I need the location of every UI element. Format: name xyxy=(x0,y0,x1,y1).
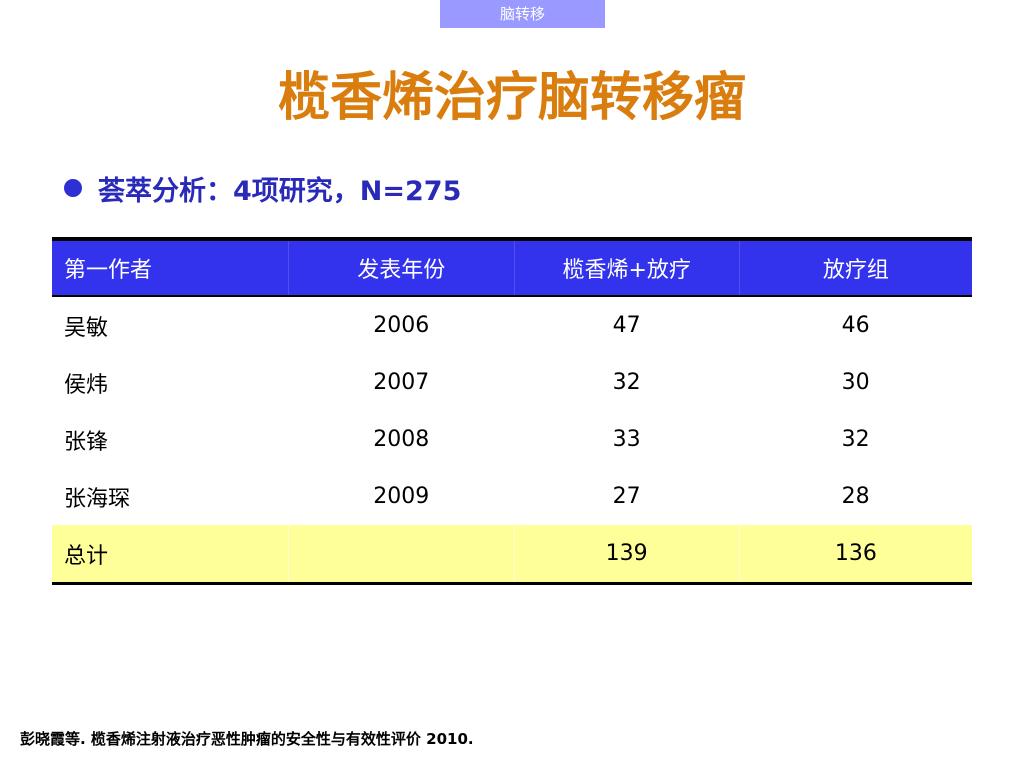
slide-title: 榄香烯治疗脑转移瘤 xyxy=(277,67,746,128)
bullet-dot-icon xyxy=(64,179,82,197)
study-table-container: 第一作者 发表年份 榄香烯+放疗 放疗组 吴敏 2006 47 46 侯炜 20… xyxy=(52,237,972,585)
cell-elemene-radiotherapy: 33 xyxy=(612,427,641,452)
cell-year: 2009 xyxy=(373,484,430,509)
header-year: 发表年份 xyxy=(287,239,514,296)
cell-radiotherapy: 30 xyxy=(841,370,870,395)
total-elemene-radiotherapy: 139 xyxy=(513,525,740,584)
cell-year: 2008 xyxy=(373,427,430,452)
cell-elemene-radiotherapy: 47 xyxy=(612,313,641,338)
cell-year: 2006 xyxy=(373,313,430,338)
study-table: 第一作者 发表年份 榄香烯+放疗 放疗组 吴敏 2006 47 46 侯炜 20… xyxy=(52,237,972,585)
section-tag: 脑转移 xyxy=(440,0,605,28)
bullet-text: 荟萃分析：4项研究，N=275 xyxy=(98,175,462,207)
header-author: 第一作者 xyxy=(64,258,153,283)
table-row: 吴敏 2006 47 46 xyxy=(52,296,972,354)
total-radiotherapy: 136 xyxy=(738,525,972,584)
table-total-row: 总计 139 136 xyxy=(52,525,972,584)
cell-radiotherapy: 46 xyxy=(841,313,870,338)
cell-year: 2007 xyxy=(373,370,430,395)
cell-author: 吴敏 xyxy=(64,315,109,341)
cell-radiotherapy: 32 xyxy=(841,427,870,452)
header-elemene-radiotherapy: 榄香烯+放疗 xyxy=(513,239,740,296)
cell-author: 张锋 xyxy=(64,429,109,455)
cell-author: 张海琛 xyxy=(64,486,131,512)
reference-footnote: 彭晓霞等. 榄香烯注射液治疗恶性肿瘤的安全性与有效性评价 2010. xyxy=(20,730,474,748)
table-header-row: 第一作者 发表年份 榄香烯+放疗 放疗组 xyxy=(52,239,972,296)
cell-radiotherapy: 28 xyxy=(841,484,870,509)
bullet-point: 荟萃分析：4项研究，N=275 xyxy=(64,168,461,208)
table-row: 张锋 2008 33 32 xyxy=(52,411,972,468)
total-year xyxy=(287,525,514,584)
cell-elemene-radiotherapy: 27 xyxy=(612,484,641,509)
total-label: 总计 xyxy=(64,543,109,569)
table-row: 张海琛 2009 27 28 xyxy=(52,468,972,525)
cell-author: 侯炜 xyxy=(64,372,109,398)
table-row: 侯炜 2007 32 30 xyxy=(52,354,972,411)
cell-elemene-radiotherapy: 32 xyxy=(612,370,641,395)
header-radiotherapy: 放疗组 xyxy=(738,239,972,296)
